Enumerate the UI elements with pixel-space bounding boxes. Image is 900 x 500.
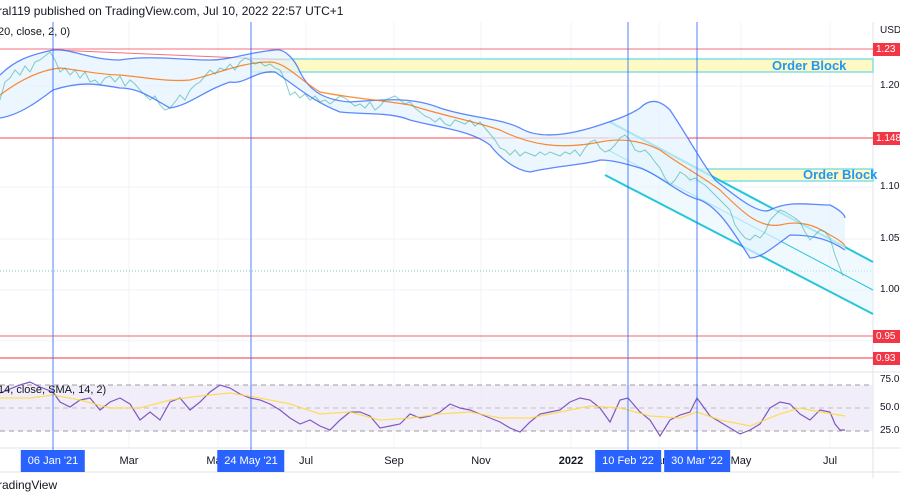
bb-indicator-label[interactable]: 20, close, 2, 0) xyxy=(0,26,71,38)
currency-label: USD xyxy=(880,25,900,36)
price-tick: 1.20 xyxy=(880,80,900,91)
time-label-nov: Nov xyxy=(471,455,491,467)
date-marker-24-may-21[interactable]: 24 May '21 xyxy=(217,450,285,472)
time-label-mar-22: ar xyxy=(656,455,666,467)
rsi-ma-line[interactable] xyxy=(0,392,846,427)
price-tag-1-23: 1.23 xyxy=(873,43,900,56)
price-tick: 1.050 xyxy=(880,233,900,244)
rsi-indicator-label[interactable]: 14, close, SMA, 14, 2) xyxy=(0,384,107,396)
date-marker-10-feb-22[interactable]: 10 Feb '22 xyxy=(595,450,661,472)
price-series[interactable] xyxy=(0,51,844,277)
price-tag-0-95: 0.95 xyxy=(873,330,900,343)
channel-lower[interactable] xyxy=(604,174,874,315)
rsi-tick: 25.0 xyxy=(880,425,900,436)
brand-footer: radingView xyxy=(0,478,58,492)
date-marker-06-jan-21[interactable]: 06 Jan '21 xyxy=(20,450,86,472)
time-label-2022: 2022 xyxy=(558,455,584,467)
publish-header: ral119 published on TradingView.com, Jul… xyxy=(0,0,900,22)
price-tick: 1.100 xyxy=(880,181,900,192)
order-block-label-1: Order Block xyxy=(772,58,847,73)
time-label-may-22: May xyxy=(730,455,752,467)
bb-upper-band[interactable] xyxy=(0,49,846,219)
rsi-tick: 50.0 xyxy=(880,402,900,413)
price-tag-0-93: 0.93 xyxy=(873,352,900,365)
order-block-label-2: Order Block xyxy=(803,167,878,182)
price-tick: 1.000 xyxy=(880,284,900,295)
date-marker-30-mar-22[interactable]: 30 Mar '22 xyxy=(664,450,730,472)
time-label-jul: Jul xyxy=(298,455,314,467)
rsi-line[interactable] xyxy=(0,381,845,438)
time-label-jul-22: Jul xyxy=(822,455,838,467)
rsi-tick: 75.0 xyxy=(880,374,900,385)
price-tag-1-148: 1.148 xyxy=(873,132,900,145)
bb-basis[interactable] xyxy=(0,61,846,247)
time-label-sep: Sep xyxy=(384,455,404,467)
bb-lower-band[interactable] xyxy=(0,71,846,259)
publish-text: ral119 published on TradingView.com, Jul… xyxy=(0,4,344,18)
time-label-mar: Mar xyxy=(119,455,139,467)
